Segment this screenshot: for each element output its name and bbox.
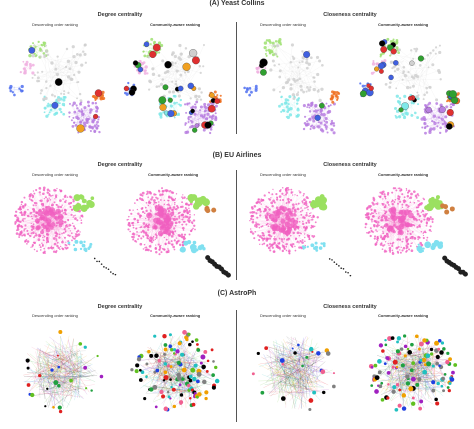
network-c-degree-community (130, 330, 220, 412)
network-a-degree-community (123, 37, 222, 135)
section-a-rank-4: Community-aware ranking (378, 22, 429, 27)
network-b-closeness-community (364, 187, 468, 277)
section-c-rank-2: Community-aware ranking (150, 313, 201, 318)
network-c-closeness-descending (251, 336, 336, 412)
section-c-rank-3: Descending order ranking (260, 313, 306, 318)
network-a-closeness-descending (243, 38, 341, 135)
section-a-closeness-title: Closeness centrality (323, 12, 377, 18)
section-a-title: (A) Yeast Collins (209, 0, 265, 7)
section-c-closeness-title: Closeness centrality (323, 304, 377, 310)
section-b-divider (236, 170, 237, 280)
network-a-closeness-community (359, 37, 461, 135)
network-c-closeness-community (368, 334, 458, 412)
network-c-degree-descending (23, 330, 104, 414)
section-c-degree-title: Degree centrality (97, 304, 143, 310)
section-b-title: (B) EU Airlines (212, 152, 262, 159)
network-b-closeness-descending (249, 186, 352, 277)
section-a-rank-3: Descending order ranking (260, 22, 306, 27)
section-a-divider (236, 22, 237, 134)
section-a-degree-title: Degree centrality (97, 12, 143, 18)
section-b-rank-4: Community-aware ranking (378, 172, 429, 177)
section-c-rank-4: Community-aware ranking (378, 313, 429, 318)
network-a-degree-descending (8, 40, 106, 134)
section-a-rank-2: Community-aware ranking (150, 22, 201, 27)
section-c-divider (236, 310, 237, 422)
section-a-rank-1: Descending order ranking (32, 22, 78, 27)
section-b-closeness-title: Closeness centrality (323, 162, 377, 168)
network-b-degree-descending (14, 186, 117, 276)
network-b-degree-community (126, 187, 231, 278)
section-c-rank-1: Descending order ranking (32, 313, 78, 318)
section-b-rank-2: Community-aware ranking (148, 172, 199, 177)
section-c-title: (C) AstroPh (217, 290, 257, 297)
section-b-rank-3: Descending order ranking (260, 172, 306, 177)
section-b-rank-1: Descending order ranking (32, 172, 78, 177)
section-b-degree-title: Degree centrality (97, 162, 143, 168)
